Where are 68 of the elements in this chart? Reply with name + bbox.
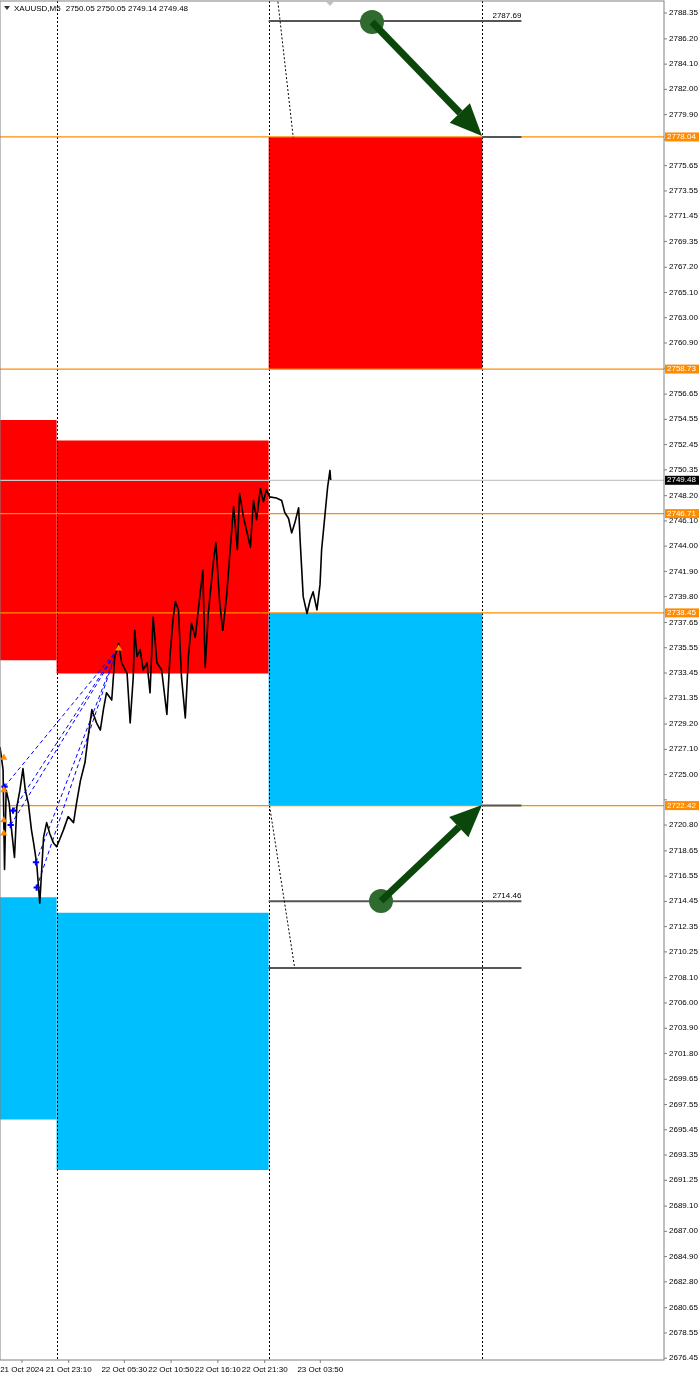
x-tick-label: 22 Oct 10:50 xyxy=(148,1365,195,1374)
y-tick-label: 2699.65 xyxy=(669,1074,699,1084)
y-tick-label: 2760.90 xyxy=(669,338,699,348)
y-tick-label: 2775.65 xyxy=(669,160,699,170)
y-tick-label: 2693.35 xyxy=(669,1150,699,1160)
ref-line-label: 2758.73 xyxy=(667,364,697,374)
y-tick-label: 2744.00 xyxy=(669,541,699,551)
y-tick-label: 2735.55 xyxy=(669,642,699,652)
y-tick-label: 2691.25 xyxy=(669,1175,699,1185)
y-tick-label: 2754.55 xyxy=(669,414,699,424)
y-tick-label: 2729.20 xyxy=(669,719,699,729)
y-tick-label: 2748.20 xyxy=(669,490,699,500)
y-tick-label: 2767.20 xyxy=(669,262,699,272)
annotation: 2714.46 xyxy=(492,891,522,901)
ref-line-label: 2778.04 xyxy=(667,132,697,142)
y-tick-label: 2788.35 xyxy=(669,8,699,18)
x-tick-label: 22 Oct 21:30 xyxy=(241,1365,289,1374)
y-tick-label: 2706.00 xyxy=(669,998,699,1008)
y-tick-label: 2773.55 xyxy=(669,186,699,196)
y-tick-label: 2676.45 xyxy=(669,1353,699,1363)
y-tick-label: 2689.10 xyxy=(669,1201,699,1211)
y-tick-label: 2687.00 xyxy=(669,1226,699,1236)
ref-line-label: 2738.45 xyxy=(667,607,697,617)
y-tick-label: 2741.90 xyxy=(669,566,699,576)
y-tick-label: 2703.90 xyxy=(669,1023,699,1033)
y-tick-label: 2784.10 xyxy=(669,59,699,69)
y-tick-label: 2720.80 xyxy=(669,820,699,830)
y-tick-label: 2782.00 xyxy=(669,84,699,94)
y-tick-label: 2769.35 xyxy=(669,236,699,246)
y-tick-label: 2739.80 xyxy=(669,591,699,601)
x-tick-label: 22 Oct 05:30 xyxy=(101,1365,148,1374)
y-tick-label: 2710.25 xyxy=(669,946,699,956)
ref-line-label: 2746.71 xyxy=(667,508,697,518)
y-tick-label: 2714.45 xyxy=(669,896,699,906)
y-tick-label: 2752.45 xyxy=(669,439,699,449)
y-tick-label: 2763.00 xyxy=(669,312,699,322)
y-tick-label: 2725.00 xyxy=(669,769,699,779)
y-tick-label: 2680.65 xyxy=(669,1302,699,1312)
y-tick-label: 2750.35 xyxy=(669,464,699,474)
y-tick-label: 2716.55 xyxy=(669,871,699,881)
y-tick-label: 2727.10 xyxy=(669,744,699,754)
y-tick-label: 2737.65 xyxy=(669,617,699,627)
x-tick-label: 21 Oct 23:10 xyxy=(45,1365,93,1374)
y-tick-label: 2746.10 xyxy=(669,516,699,526)
y-tick-label: 2682.80 xyxy=(669,1276,699,1286)
y-tick-label: 2678.55 xyxy=(669,1328,699,1338)
x-tick-label: 21 Oct 2024 xyxy=(0,1365,45,1374)
chart-title: XAUUSD,M5 xyxy=(14,4,62,13)
annotation: 2787.69 xyxy=(492,10,522,20)
y-tick-label: 2779.90 xyxy=(669,109,699,119)
y-tick-label: 2712.35 xyxy=(669,921,699,931)
chart-subtitle: 2750.05 2750.05 2749.14 2749.48 xyxy=(65,4,189,13)
y-tick-label: 2695.45 xyxy=(669,1124,699,1134)
x-tick-label: 23 Oct 03:50 xyxy=(297,1365,344,1374)
y-tick-label: 2697.55 xyxy=(669,1099,699,1109)
y-tick-label: 2765.10 xyxy=(669,287,699,297)
ref-line-label: 2722.42 xyxy=(667,800,697,810)
x-tick-label: 22 Oct 16:10 xyxy=(195,1365,242,1374)
y-tick-label: 2786.20 xyxy=(669,33,699,43)
ref-line-label: 2749.48 xyxy=(667,475,697,485)
y-tick-label: 2731.35 xyxy=(669,693,699,703)
y-tick-label: 2701.80 xyxy=(669,1048,699,1058)
y-tick-label: 2733.45 xyxy=(669,668,699,678)
y-tick-label: 2771.45 xyxy=(669,211,699,221)
y-tick-label: 2684.90 xyxy=(669,1251,699,1261)
y-tick-label: 2756.65 xyxy=(669,389,699,399)
y-tick-label: 2718.65 xyxy=(669,846,699,856)
y-tick-label: 2708.10 xyxy=(669,972,699,982)
